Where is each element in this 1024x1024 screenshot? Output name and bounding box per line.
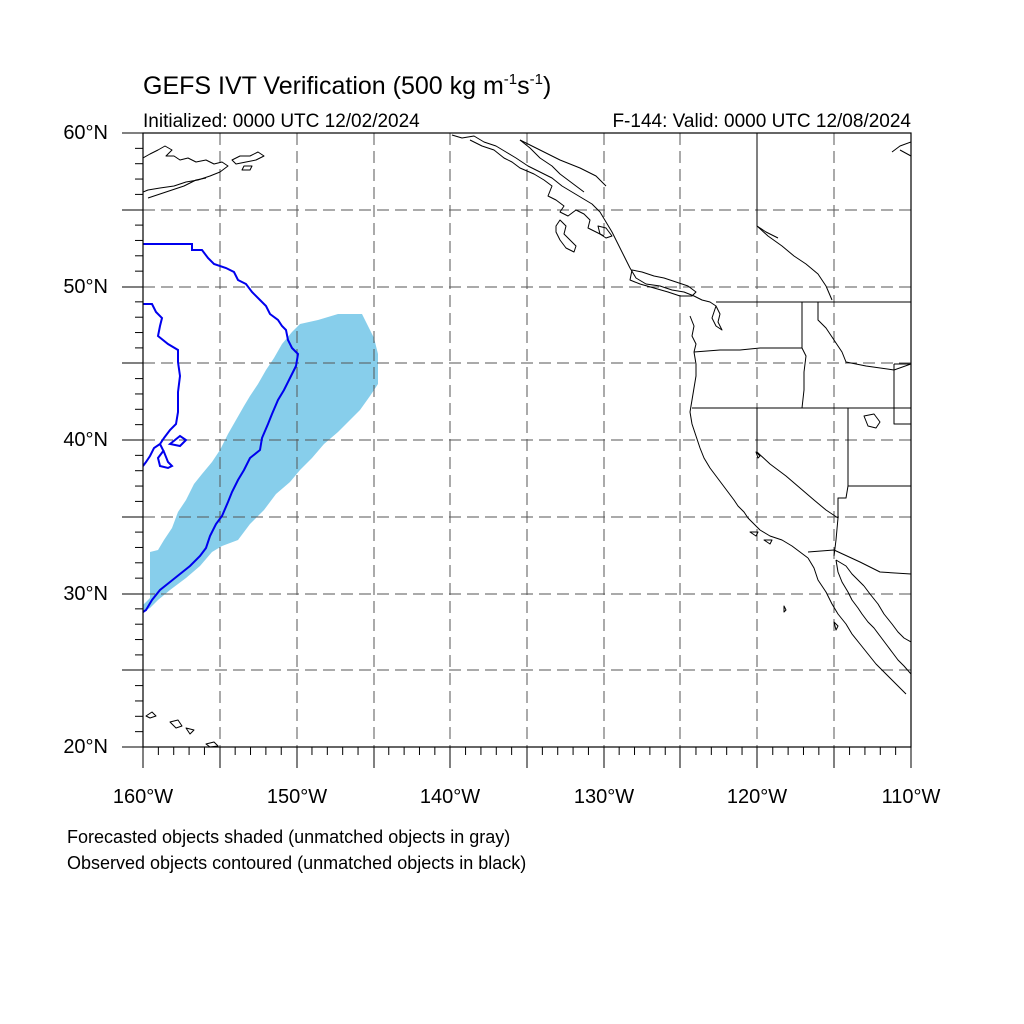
lon-label-160w: 160°W bbox=[112, 786, 174, 808]
observed-legend-note: Observed objects contoured (unmatched ob… bbox=[67, 853, 527, 873]
lat-label-50n: 50°N bbox=[63, 276, 108, 298]
observed-ivt-contours bbox=[143, 243, 300, 613]
lat-label-40n: 40°N bbox=[63, 429, 108, 451]
tick-marks bbox=[122, 132, 912, 768]
lon-label-150w: 150°W bbox=[266, 786, 328, 808]
lon-label-130w: 130°W bbox=[573, 786, 635, 808]
coastlines bbox=[143, 133, 911, 747]
graticule bbox=[143, 133, 911, 747]
map-title: GEFS IVT Verification (500 kg m-1s-1) bbox=[143, 71, 552, 100]
lon-label-120w: 120°W bbox=[726, 786, 788, 808]
forecast-ivt-object bbox=[143, 314, 378, 612]
lon-label-140w: 140°W bbox=[419, 786, 481, 808]
lat-label-20n: 20°N bbox=[63, 736, 108, 758]
lat-label-30n: 30°N bbox=[63, 583, 108, 605]
forecast-legend-note: Forecasted objects shaded (unmatched obj… bbox=[67, 827, 511, 847]
minor-tick-marks bbox=[135, 147, 897, 755]
valid-time: F-144: Valid: 0000 UTC 12/08/2024 bbox=[612, 111, 911, 132]
observed-object-upper bbox=[143, 243, 300, 613]
lon-label-110w: 110°W bbox=[881, 786, 941, 808]
lat-label-60n: 60°N bbox=[63, 122, 108, 144]
observed-object-left bbox=[143, 303, 188, 470]
initialized-time: Initialized: 0000 UTC 12/02/2024 bbox=[143, 111, 420, 132]
